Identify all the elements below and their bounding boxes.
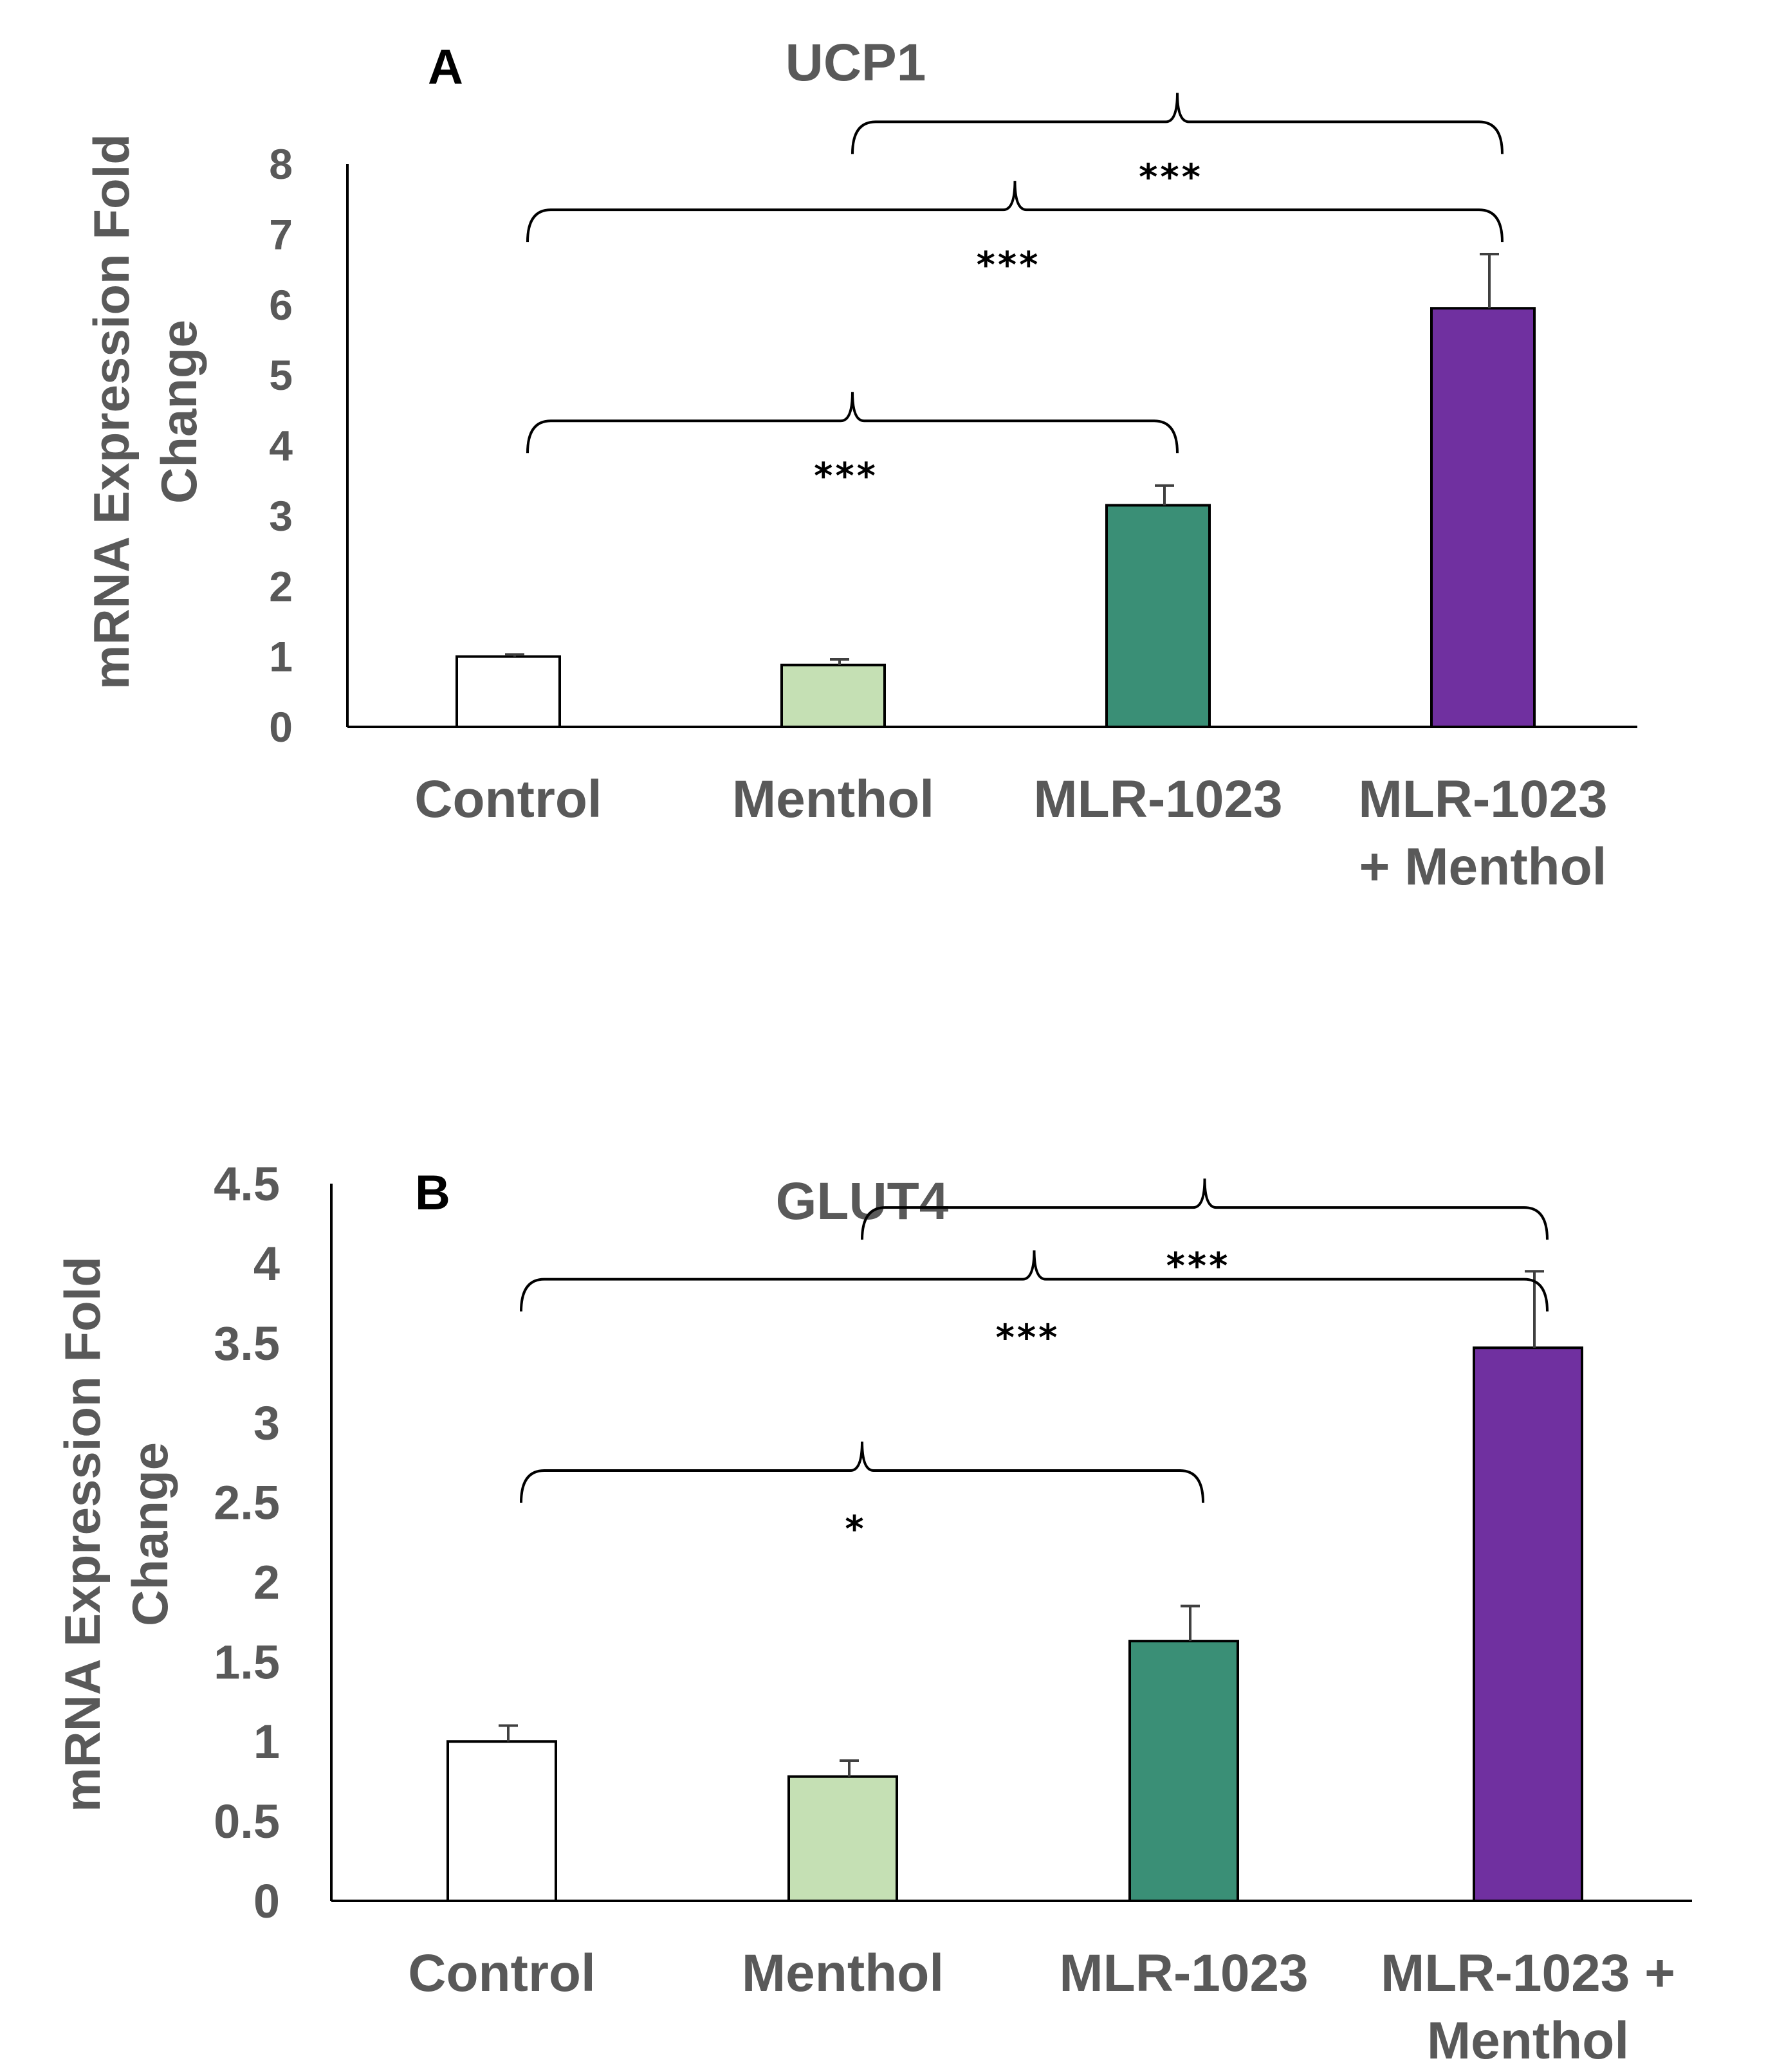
x-category-label: Menthol: [1427, 2012, 1629, 2070]
bar: [787, 1775, 898, 1903]
y-tick-label: 8: [269, 140, 293, 188]
y-tick-label: 4: [269, 422, 293, 470]
x-category-label: MLR-1023: [1059, 1944, 1308, 2003]
y-axis-label-line: Change: [151, 320, 207, 504]
y-tick-label: 4: [253, 1237, 280, 1290]
panel-label: B: [415, 1166, 450, 1220]
y-tick-label: 0: [269, 703, 293, 751]
x-category-label: MLR-1023: [1358, 770, 1607, 829]
significance-bracket: [520, 1441, 1204, 1503]
bar: [780, 663, 886, 728]
y-tick-label: 2.5: [214, 1476, 280, 1530]
y-tick-label: 1: [253, 1715, 280, 1768]
y-tick-label: 3: [253, 1397, 280, 1450]
y-axis-label-line: Change: [122, 1442, 178, 1626]
y-tick-label: 7: [269, 210, 293, 258]
y-tick-label: 4.5: [214, 1157, 280, 1211]
y-tick-label: 0.5: [214, 1795, 280, 1848]
significance-bracket: [520, 1250, 1549, 1312]
x-category-label: Control: [408, 1944, 595, 2003]
significance-label: ***: [977, 244, 1041, 286]
y-tick-label: 1: [269, 633, 293, 681]
bar: [1430, 307, 1536, 728]
bar: [1128, 1640, 1239, 1903]
y-tick-label: 0: [253, 1875, 280, 1928]
panel-label: A: [428, 40, 463, 95]
chart-title: UCP1: [786, 33, 926, 92]
significance-label: ***: [814, 455, 878, 497]
significance-bracket: [861, 1178, 1549, 1240]
y-tick-label: 6: [269, 281, 293, 329]
bar: [446, 1740, 557, 1902]
x-category-label: MLR-1023: [1033, 770, 1282, 829]
y-tick-label: 1.5: [214, 1635, 280, 1689]
y-tick-label: 2: [269, 562, 293, 610]
bar: [455, 655, 561, 728]
x-category-label: MLR-1023 +: [1381, 1944, 1675, 2003]
y-tick-label: 3.5: [214, 1317, 280, 1370]
bar: [1473, 1346, 1583, 1903]
significance-label: ***: [1139, 156, 1203, 198]
significance-label: ***: [1166, 1245, 1231, 1287]
significance-bracket: [526, 181, 1504, 243]
significance-label: ***: [996, 1317, 1060, 1359]
y-tick-label: 2: [253, 1555, 280, 1609]
x-category-label: Menthol: [742, 1944, 944, 2003]
y-axis-label-line: mRNA Expression Fold: [54, 1256, 111, 1812]
bar: [1105, 504, 1211, 728]
y-tick-label: 3: [269, 492, 293, 540]
x-category-label: + Menthol: [1359, 838, 1607, 896]
significance-label: *: [845, 1508, 866, 1550]
x-category-label: Menthol: [732, 770, 934, 829]
x-category-label: Control: [414, 770, 602, 829]
significance-bracket: [851, 93, 1504, 154]
y-tick-label: 5: [269, 351, 293, 399]
y-axis-label-line: mRNA Expression Fold: [83, 134, 140, 690]
significance-bracket: [526, 392, 1179, 454]
chart-title: GLUT4: [776, 1172, 949, 1231]
